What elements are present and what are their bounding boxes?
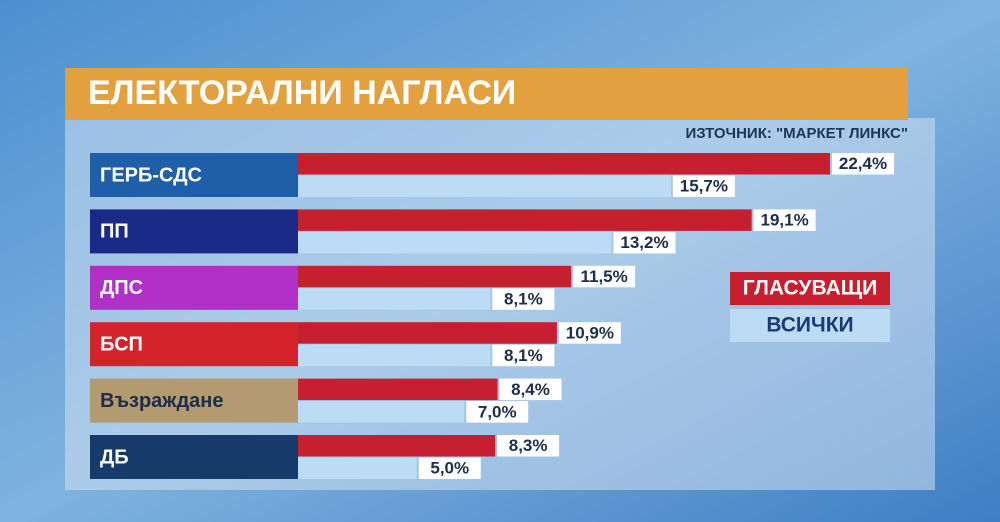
- value-label-box: [492, 344, 555, 367]
- title-banner: [65, 68, 908, 120]
- value-label: 8,1%: [504, 346, 543, 365]
- value-label-box: [832, 153, 894, 175]
- legend-label: ВСИЧКИ: [766, 314, 853, 337]
- value-label-box: [573, 265, 636, 288]
- value-label: 8,4%: [511, 380, 550, 399]
- bar: [298, 344, 491, 367]
- value-label: 8,3%: [509, 436, 548, 455]
- category-box: [90, 435, 298, 479]
- category-box: [90, 209, 298, 254]
- value-label: 5,0%: [430, 459, 469, 478]
- category-label: ДПС: [100, 277, 143, 299]
- value-label: 7,0%: [478, 402, 517, 421]
- legend-swatch: [730, 309, 890, 342]
- value-label-box: [466, 401, 529, 423]
- bar: [298, 209, 752, 231]
- category-box: [90, 322, 298, 367]
- bar: [298, 435, 496, 457]
- bar: [298, 457, 417, 479]
- value-label: 15,7%: [680, 177, 728, 196]
- bar: [298, 288, 491, 310]
- category-label: Възраждане: [100, 390, 224, 412]
- category-label: ГЕРБ-СДС: [100, 164, 202, 186]
- value-label-box: [497, 435, 560, 457]
- chart-title: ЕЛЕКТОРАЛНИ НАГЛАСИ: [88, 74, 516, 112]
- bar: [298, 322, 557, 344]
- value-label-box: [613, 231, 676, 254]
- category-label: ДБ: [100, 446, 129, 468]
- source: ИЗТОЧНИК: "МАРКЕТ ЛИНКС": [685, 125, 908, 142]
- value-label-box: [672, 175, 735, 197]
- value-label-box: [499, 378, 562, 401]
- legend-label: ГЛАСУВАЩИ: [743, 277, 878, 300]
- value-label: 8,1%: [504, 290, 543, 309]
- category-box: [90, 265, 298, 310]
- category-box: [90, 153, 298, 197]
- value-label: 22,4%: [839, 154, 887, 173]
- bar: [298, 153, 830, 175]
- value-label: 13,2%: [620, 233, 668, 252]
- bar: [298, 378, 498, 401]
- category-label: БСП: [100, 333, 143, 355]
- value-label: 11,5%: [580, 267, 627, 286]
- bar: [298, 265, 572, 288]
- value-label-box: [558, 322, 621, 344]
- bar: [298, 175, 671, 197]
- bar: [298, 401, 465, 423]
- category-label: ПП: [100, 221, 129, 243]
- value-label-box: [753, 209, 816, 231]
- value-label: 19,1%: [761, 211, 809, 230]
- value-label: 10,9%: [566, 323, 614, 342]
- category-box: [90, 378, 298, 423]
- value-label-box: [418, 457, 481, 479]
- legend-swatch: [730, 272, 890, 305]
- bar: [298, 231, 612, 254]
- value-label-box: [492, 288, 555, 310]
